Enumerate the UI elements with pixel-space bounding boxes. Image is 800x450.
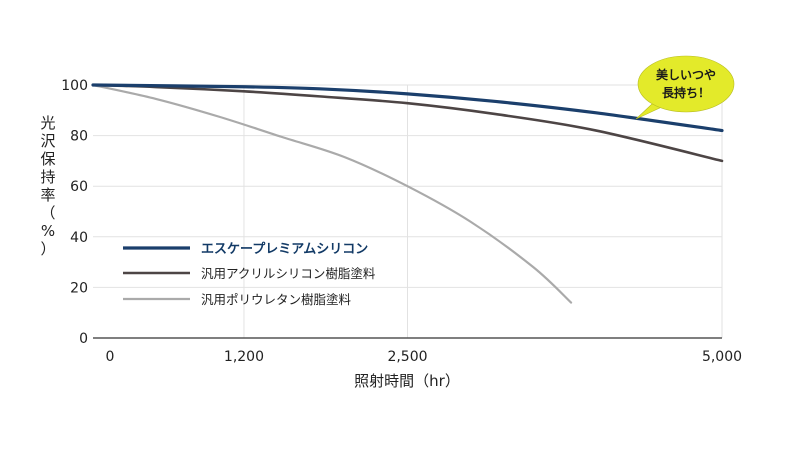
callout-shape: [637, 55, 735, 113]
y-tick-label: 60: [70, 179, 88, 195]
y-tick-label: 100: [61, 78, 88, 94]
series-line: [91, 83, 573, 304]
callout-text: 長持ち！: [662, 85, 710, 100]
x-axis-label: 照射時間（hr）: [354, 372, 460, 390]
axis-labels: 照射時間（hr） 光沢保持率（%）: [40, 114, 459, 390]
y-tick-label: 0: [79, 331, 88, 347]
y-tick-label: 80: [70, 129, 88, 145]
legend-label: 汎用アクリルシリコン樹脂塗料: [201, 266, 376, 281]
legend-label: 汎用ポリウレタン樹脂塗料: [201, 292, 352, 307]
y-tick-label: 20: [70, 280, 88, 296]
tick-labels: 0 20 40 60 80 100 0 1,200 2,500 5,000: [61, 78, 742, 365]
series-line: [91, 83, 724, 163]
series-lines: [91, 83, 724, 304]
x-tick-label: 1,200: [224, 349, 264, 365]
callout-text: 美しいつや: [656, 67, 716, 82]
x-tick-label: 2,500: [387, 349, 427, 365]
y-tick-label: 40: [70, 230, 88, 246]
y-axis-label: 光沢保持率（%）: [40, 114, 55, 258]
x-tick-label: 5,000: [702, 349, 742, 365]
series-line: [91, 83, 724, 133]
legend-label: エスケープレミアムシリコン: [201, 242, 368, 257]
x-tick-label: 0: [106, 349, 115, 365]
